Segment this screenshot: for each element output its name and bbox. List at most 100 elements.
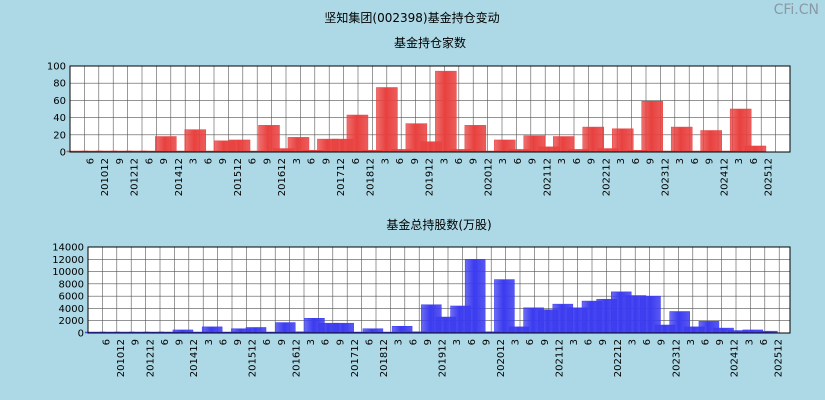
x-tick-label: 9 <box>481 339 492 345</box>
total-shares-bar <box>494 279 515 334</box>
x-tick-label: 6 <box>395 158 406 164</box>
x-tick-label: 6 <box>408 339 419 345</box>
x-tick-label: 6 <box>102 339 113 345</box>
holdings-count-bar <box>346 114 369 153</box>
x-tick-label: 3 <box>616 158 627 164</box>
x-tick-label: 9 <box>715 339 726 345</box>
x-tick-label: 202112 <box>554 339 565 377</box>
x-tick-label: 9 <box>646 158 657 164</box>
total-shares-bar <box>274 322 296 334</box>
total-shares-plot-border <box>87 246 791 334</box>
x-tick-label: 9 <box>657 339 668 345</box>
x-tick-label: 9 <box>159 158 170 164</box>
total-shares-bar <box>464 259 486 334</box>
x-tick-label: 202312 <box>660 158 671 196</box>
x-tick-label: 3 <box>734 158 745 164</box>
holdings-count-bar <box>670 126 693 153</box>
y-tick-label: 10000 <box>52 267 84 278</box>
x-tick-label: 3 <box>557 158 568 164</box>
x-tick-label: 201412 <box>189 339 200 377</box>
x-tick-label: 6 <box>203 158 214 164</box>
page-title: 坚知集团(002398)基金持仓变动 <box>324 10 499 25</box>
x-tick-label: 6 <box>759 339 770 345</box>
holdings-count-title: 基金持仓家数 <box>394 35 466 50</box>
x-tick-label: 9 <box>335 339 346 345</box>
x-tick-label: 3 <box>439 158 450 164</box>
x-tick-label: 201712 <box>336 158 347 196</box>
x-tick-label: 6 <box>160 339 171 345</box>
x-tick-label: 201612 <box>277 158 288 196</box>
x-tick-label: 9 <box>262 158 273 164</box>
x-tick-label: 202312 <box>671 339 682 377</box>
x-tick-label: 201012 <box>116 339 127 377</box>
x-tick-label: 201512 <box>248 339 259 377</box>
x-tick-label: 201412 <box>174 158 185 196</box>
x-tick-label: 6 <box>690 158 701 164</box>
x-tick-label: 202212 <box>613 339 624 377</box>
x-tick-label: 3 <box>569 339 580 345</box>
holdings-count-bar <box>729 108 752 153</box>
x-tick-label: 6 <box>572 158 583 164</box>
x-tick-label: 201812 <box>379 339 390 377</box>
x-tick-label: 3 <box>292 158 303 164</box>
x-tick-label: 6 <box>584 339 595 345</box>
y-tick-label: 12000 <box>52 255 84 266</box>
x-tick-label: 9 <box>131 339 142 345</box>
x-tick-label: 202512 <box>774 339 785 377</box>
x-tick-label: 3 <box>686 339 697 345</box>
holdings-count-plot-border <box>69 65 791 153</box>
holdings-count-bar <box>612 128 634 153</box>
y-tick-label: 8000 <box>59 279 84 290</box>
x-tick-label: 202412 <box>730 339 741 377</box>
x-tick-label: 3 <box>498 158 509 164</box>
x-tick-label: 201912 <box>425 158 436 196</box>
holdings-count-bar <box>744 145 767 153</box>
x-tick-label: 6 <box>248 158 259 164</box>
x-tick-label: 6 <box>351 158 362 164</box>
x-tick-label: 3 <box>511 339 522 345</box>
x-tick-label: 201912 <box>438 339 449 377</box>
holdings-count-bar <box>155 136 177 153</box>
x-tick-label: 3 <box>394 339 405 345</box>
x-tick-label: 201612 <box>291 339 302 377</box>
x-tick-label: 9 <box>410 158 421 164</box>
x-tick-label: 202012 <box>496 339 507 377</box>
x-tick-label: 6 <box>144 158 155 164</box>
x-tick-label: 6 <box>321 339 332 345</box>
x-tick-label: 9 <box>218 158 229 164</box>
x-tick-label: 6 <box>86 158 97 164</box>
x-tick-label: 9 <box>587 158 598 164</box>
x-tick-label: 6 <box>454 158 465 164</box>
x-tick-label: 6 <box>467 339 478 345</box>
x-tick-label: 202412 <box>719 158 730 196</box>
x-tick-label: 9 <box>175 339 186 345</box>
x-tick-label: 9 <box>277 339 288 345</box>
holdings-count-bar <box>641 101 663 153</box>
x-tick-label: 6 <box>307 158 318 164</box>
x-tick-label: 201212 <box>145 339 156 377</box>
x-tick-label: 3 <box>627 339 638 345</box>
x-tick-label: 6 <box>642 339 653 345</box>
x-tick-label: 6 <box>262 339 273 345</box>
x-tick-label: 3 <box>452 339 463 345</box>
y-tick-label: 60 <box>53 96 66 107</box>
x-tick-label: 202212 <box>601 158 612 196</box>
x-tick-label: 3 <box>744 339 755 345</box>
x-tick-label: 9 <box>321 158 332 164</box>
x-tick-label: 9 <box>423 339 434 345</box>
x-tick-label: 9 <box>115 158 126 164</box>
y-tick-label: 40 <box>53 113 66 124</box>
x-tick-label: 6 <box>701 339 712 345</box>
x-tick-label: 3 <box>675 158 686 164</box>
x-tick-label: 6 <box>364 339 375 345</box>
x-tick-label: 201512 <box>233 158 244 196</box>
x-tick-label: 6 <box>513 158 524 164</box>
holdings-count-bar <box>228 139 251 153</box>
x-tick-label: 9 <box>233 339 244 345</box>
x-tick-label: 9 <box>469 158 480 164</box>
x-tick-label: 9 <box>540 339 551 345</box>
x-tick-label: 201012 <box>100 158 111 196</box>
holdings-count-bar <box>258 125 280 153</box>
x-tick-label: 3 <box>204 339 215 345</box>
